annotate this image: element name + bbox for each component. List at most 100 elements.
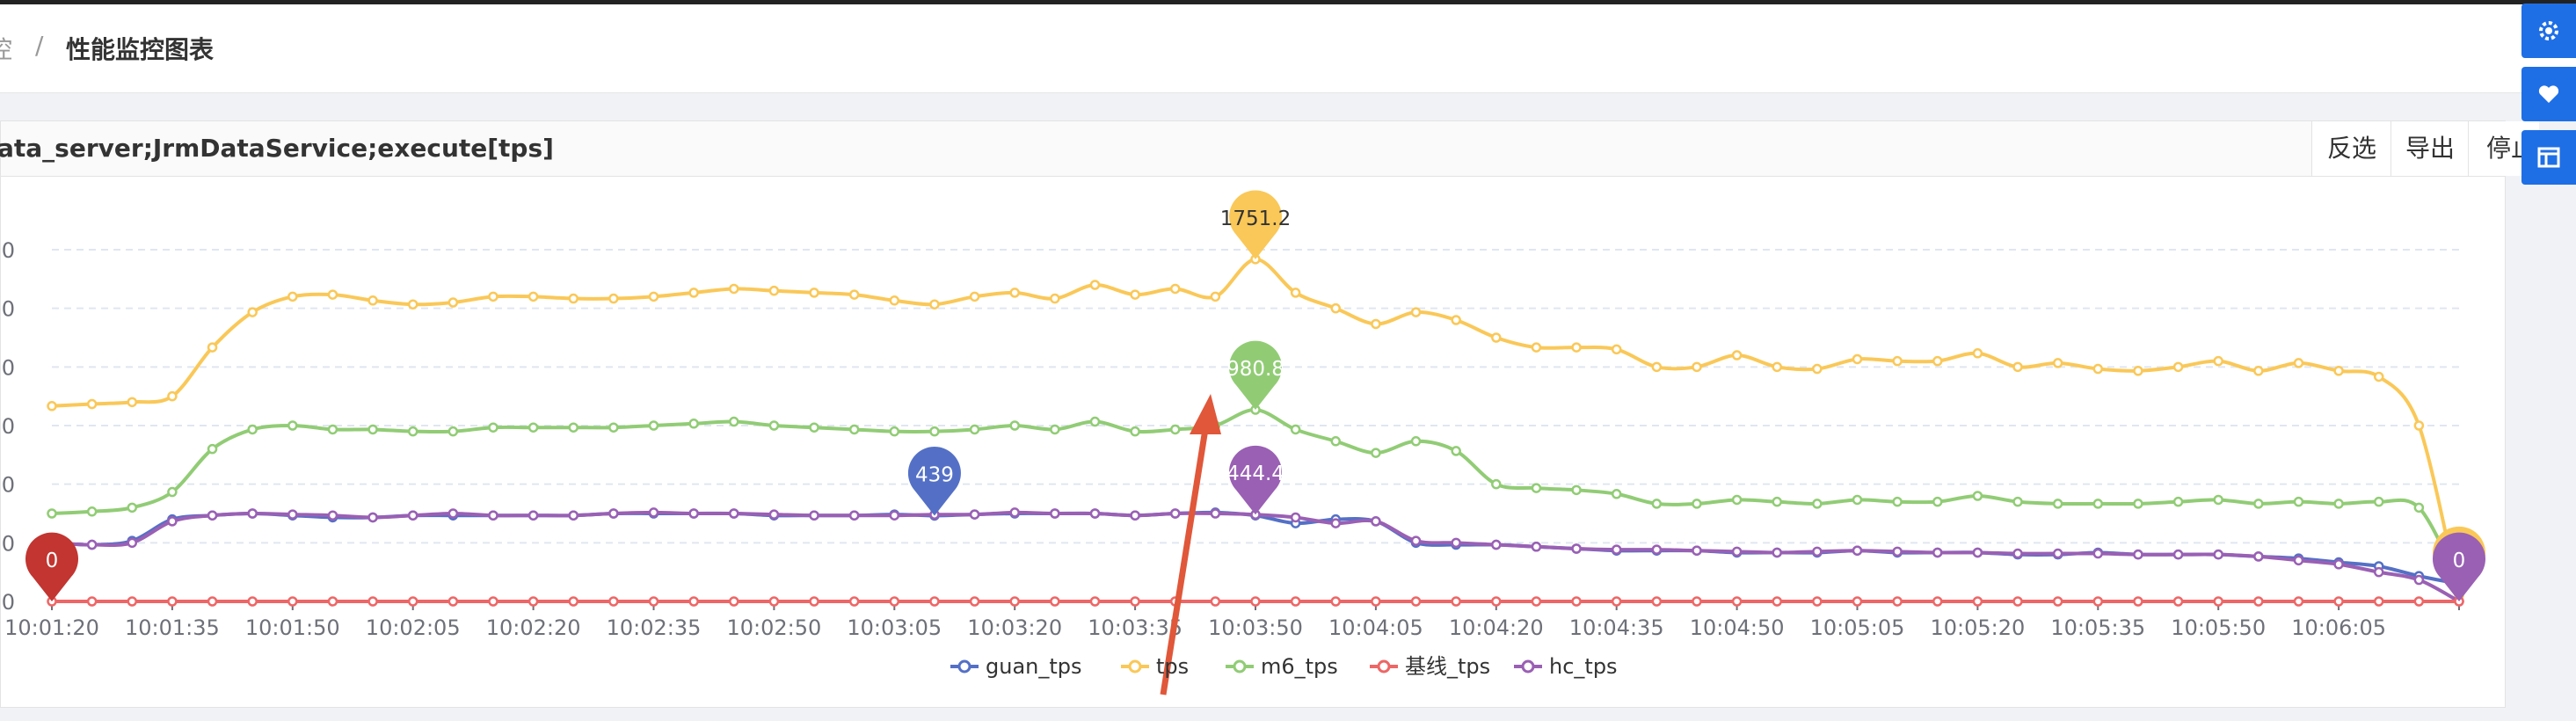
data-point-tps <box>207 342 218 353</box>
x-tick-label: 10:05:50 <box>2171 615 2266 640</box>
data-point-基线_tps <box>1892 596 1903 607</box>
gear-icon[interactable] <box>2521 4 2576 58</box>
data-point-hc_tps <box>2092 548 2104 559</box>
data-point-tps <box>929 299 940 310</box>
data-point-hc_tps <box>1130 510 1140 521</box>
data-point-hc_tps <box>889 510 900 521</box>
y-tick-label: 00 <box>1 473 15 498</box>
breadcrumb-separator: / <box>35 31 44 60</box>
data-point-基线_tps <box>768 596 780 607</box>
data-point-m6_tps <box>1290 424 1301 435</box>
data-point-m6_tps <box>768 420 780 431</box>
data-point-m6_tps <box>608 422 619 433</box>
marker-pin-hc_tps[interactable]: 444.4 <box>1226 445 1284 515</box>
data-point-tps <box>1531 342 1542 353</box>
data-point-基线_tps <box>86 596 98 607</box>
marker-pin-m6_tps[interactable]: 980.8 <box>1226 340 1284 411</box>
data-point-tps <box>848 289 860 300</box>
data-point-m6_tps <box>1812 499 1823 509</box>
data-point-hc_tps <box>1330 518 1342 528</box>
data-point-tps <box>1089 280 1101 290</box>
heart-icon[interactable] <box>2521 67 2576 121</box>
legend-label: 基线_tps <box>1405 654 1490 679</box>
legend-item-hc_tps[interactable]: hc_tps <box>1514 654 1618 679</box>
data-point-m6_tps <box>2052 499 2063 509</box>
data-point-基线_tps <box>2012 596 2023 607</box>
data-point-tps <box>528 291 539 302</box>
data-point-基线_tps <box>2092 596 2104 607</box>
data-point-基线_tps <box>1290 596 1301 607</box>
marker-pin-guan_tps[interactable]: 439 <box>907 447 961 516</box>
marker-label: 980.8 <box>1226 358 1284 381</box>
data-point-基线_tps <box>1651 596 1663 607</box>
data-point-hc_tps <box>2413 574 2425 586</box>
legend-label: hc_tps <box>1549 654 1618 679</box>
legend-item-guan_tps[interactable]: guan_tps <box>950 654 1082 679</box>
data-point-m6_tps <box>568 422 579 433</box>
data-point-m6_tps <box>889 426 900 437</box>
marker-pin-hc_tps[interactable]: 0 <box>2433 532 2486 601</box>
breadcrumb-current: 性能监控图表 <box>66 35 215 64</box>
legend-item-tps[interactable]: tps <box>1121 654 1189 679</box>
data-point-tps <box>1371 318 1381 330</box>
data-point-m6_tps <box>1932 496 1943 507</box>
data-point-hc_tps <box>1290 512 1301 523</box>
data-point-hc_tps <box>167 516 178 527</box>
data-point-基线_tps <box>287 596 298 607</box>
y-tick-label: 0 <box>2 590 15 615</box>
data-point-tps <box>1130 289 1140 300</box>
data-point-基线_tps <box>2052 596 2063 607</box>
data-point-tps <box>367 295 378 306</box>
data-point-m6_tps <box>1451 446 1461 456</box>
data-point-tps <box>2333 366 2344 376</box>
data-point-tps <box>729 283 739 295</box>
data-point-m6_tps <box>2133 499 2143 509</box>
y-tick-label: 00 <box>1 238 15 263</box>
data-point-m6_tps <box>1531 483 1542 493</box>
export-button[interactable]: 导出 <box>2390 121 2469 176</box>
data-point-hc_tps <box>2213 549 2223 560</box>
data-point-hc_tps <box>2373 566 2384 578</box>
data-point-hc_tps <box>969 509 980 520</box>
data-point-m6_tps <box>2092 499 2104 509</box>
layout-icon[interactable] <box>2521 130 2576 185</box>
data-point-基线_tps <box>528 596 539 607</box>
data-point-m6_tps <box>2213 494 2223 506</box>
data-point-m6_tps <box>247 424 258 435</box>
legend-item-m6_tps[interactable]: m6_tps <box>1226 654 1338 679</box>
data-point-m6_tps <box>1130 426 1140 437</box>
data-point-tps <box>2052 358 2063 368</box>
chart-panel: ata_server;JrmDataService;execute[tps] 反… <box>0 120 2539 708</box>
annotation-arrow-head <box>1190 394 1221 434</box>
data-point-tps <box>809 288 819 298</box>
data-point-tps <box>247 307 258 317</box>
data-point-hc_tps <box>1892 546 1903 557</box>
data-point-hc_tps <box>2333 559 2344 570</box>
data-point-hc_tps <box>1852 545 1863 556</box>
data-point-tps <box>287 291 298 302</box>
data-point-hc_tps <box>2293 555 2304 566</box>
marker-pin-基线_tps[interactable]: 0 <box>25 532 78 601</box>
data-point-基线_tps <box>127 596 138 607</box>
data-point-m6_tps <box>688 419 699 429</box>
data-point-hc_tps <box>1050 508 1060 519</box>
data-point-m6_tps <box>2333 499 2344 509</box>
data-point-tps <box>2133 366 2143 376</box>
legend-item-基线_tps[interactable]: 基线_tps <box>1370 654 1490 679</box>
invert-select-button[interactable]: 反选 <box>2311 121 2391 176</box>
data-point-tps <box>1892 355 1903 367</box>
breadcrumb-prev[interactable]: 控 <box>0 35 13 64</box>
data-point-m6_tps <box>1491 478 1502 490</box>
data-point-m6_tps <box>1892 496 1903 507</box>
data-point-tps <box>688 288 699 298</box>
data-point-tps <box>1050 293 1060 304</box>
data-point-m6_tps <box>167 486 178 498</box>
data-point-hc_tps <box>1371 516 1381 527</box>
data-point-基线_tps <box>1250 596 1261 607</box>
data-point-m6_tps <box>2413 502 2425 513</box>
x-tick-label: 10:01:20 <box>4 615 99 640</box>
marker-pin-tps[interactable]: 1751.2 <box>1220 190 1291 259</box>
x-tick-label: 10:04:05 <box>1328 615 1423 640</box>
data-point-基线_tps <box>2413 596 2425 607</box>
data-point-基线_tps <box>448 596 459 607</box>
